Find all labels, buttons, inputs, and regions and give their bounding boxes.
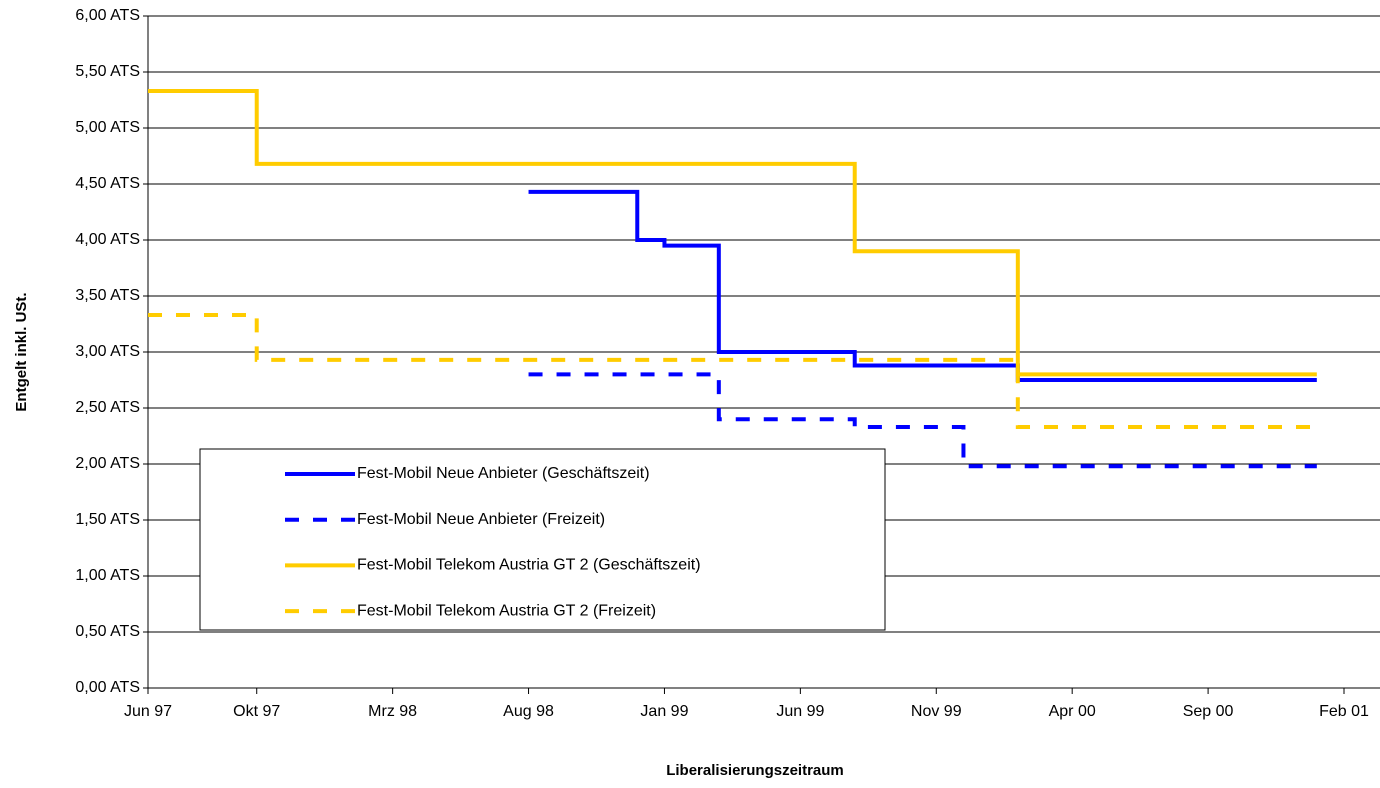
x-tick-label: Jan 99	[640, 703, 688, 720]
y-tick-label: 0,00 ATS	[75, 679, 140, 696]
legend-label: Fest-Mobil Telekom Austria GT 2 (Freizei…	[357, 602, 656, 619]
series-line	[148, 315, 1317, 427]
x-tick-label: Jun 99	[776, 703, 824, 720]
page: {"chart_data":{"type":"line","step":"pos…	[0, 0, 1380, 788]
y-tick-label: 3,00 ATS	[75, 343, 140, 360]
y-tick-label: 0,50 ATS	[75, 623, 140, 640]
y-tick-label: 6,00 ATS	[75, 7, 140, 24]
legend-label: Fest-Mobil Neue Anbieter (Geschäftszeit)	[357, 465, 650, 482]
y-tick-label: 4,50 ATS	[75, 175, 140, 192]
y-axis-title: Entgelt inkl. USt.	[13, 292, 30, 411]
legend-label: Fest-Mobil Neue Anbieter (Freizeit)	[357, 511, 605, 528]
y-tick-label: 4,00 ATS	[75, 231, 140, 248]
chart: Liberalisierungszeitraum Entgelt inkl. U…	[0, 0, 1380, 783]
y-tick-label: 2,00 ATS	[75, 455, 140, 472]
y-tick-label: 2,50 ATS	[75, 399, 140, 416]
x-tick-label: Mrz 98	[368, 703, 417, 720]
y-tick-label: 5,00 ATS	[75, 119, 140, 136]
x-tick-label: Nov 99	[911, 703, 962, 720]
y-tick-label: 1,00 ATS	[75, 567, 140, 584]
x-axis-title: Liberalisierungszeitraum	[666, 762, 844, 779]
x-tick-label: Sep 00	[1183, 703, 1234, 720]
legend-label: Fest-Mobil Telekom Austria GT 2 (Geschäf…	[357, 557, 701, 574]
series-line	[148, 91, 1317, 374]
x-tick-label: Feb 01	[1319, 703, 1369, 720]
x-tick-label: Apr 00	[1049, 703, 1096, 720]
x-tick-label: Jun 97	[124, 703, 172, 720]
x-tick-label: Aug 98	[503, 703, 554, 720]
y-tick-label: 5,50 ATS	[75, 63, 140, 80]
y-tick-label: 1,50 ATS	[75, 511, 140, 528]
x-tick-label: Okt 97	[233, 703, 280, 720]
y-tick-label: 3,50 ATS	[75, 287, 140, 304]
